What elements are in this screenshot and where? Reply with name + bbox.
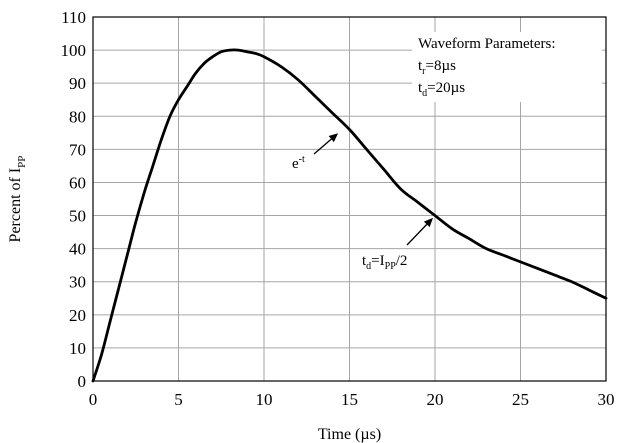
y-tick-label: 60 (69, 173, 86, 192)
y-tick-label: 30 (69, 273, 86, 292)
annotation-arrow-exp (313, 138, 332, 155)
y-axis-label: Percent of IPP (7, 156, 28, 243)
ann-t: t (362, 253, 367, 269)
y-tick-label: 80 (69, 107, 86, 126)
ann-exp-sup: -t (299, 154, 305, 165)
x-tick-label: 20 (427, 390, 444, 409)
legend-val-tr: =8µs (426, 58, 457, 74)
x-tick-label: 0 (89, 390, 98, 409)
plot-area-frame (92, 16, 607, 382)
waveform-parameters-box: Waveform Parameters: tr=8µs td=20µs (412, 32, 602, 102)
y-axis-label-main: Percent of I (7, 168, 24, 243)
x-tick-label: 5 (174, 390, 183, 409)
y-tick-label: 50 (69, 207, 86, 226)
y-tick-label: 0 (78, 372, 87, 391)
y-tick-label: 90 (69, 74, 86, 93)
legend-background (412, 32, 602, 102)
x-tick-label: 30 (598, 390, 615, 409)
legend-line-decay-time: td=20µs (418, 80, 465, 99)
y-tick-label: 110 (61, 8, 86, 27)
y-tick-label: 100 (61, 41, 87, 60)
y-tick-label: 10 (69, 339, 86, 358)
legend-title: Waveform Parameters: (418, 36, 555, 52)
x-tick-labels: 0 5 10 15 20 25 30 (89, 390, 615, 409)
ann-half: /2 (396, 253, 408, 269)
y-tick-label: 40 (69, 240, 86, 259)
arrowhead-icon (423, 217, 433, 228)
y-tick-labels: 0 10 20 30 40 50 60 70 80 90 100 110 (61, 8, 87, 391)
legend-line-rise-time: tr=8µs (418, 58, 456, 77)
annotation-exp-decay: e-t (292, 133, 339, 172)
x-axis-label: Time (µs) (318, 426, 381, 443)
ann-eq-i: =I (371, 253, 384, 269)
annotation-half-peak: td=IPP/2 (362, 217, 433, 272)
x-tick-label: 10 (256, 390, 273, 409)
y-axis-label-sub: PP (16, 156, 28, 168)
annotation-exp-label: e-t (292, 154, 305, 172)
series-line-waveform (91, 48, 608, 383)
x-tick-label: 15 (341, 390, 358, 409)
y-tick-label: 70 (69, 140, 86, 159)
legend-val-td: =20µs (427, 80, 465, 96)
legend-t2: t (418, 80, 423, 96)
annotation-half-peak-label: td=IPP/2 (362, 253, 407, 272)
ann-sub-d: d (366, 261, 371, 272)
legend-sub-d: d (422, 88, 427, 99)
arrowhead-icon (328, 133, 339, 143)
legend-sub-r: r (422, 66, 426, 77)
annotation-arrow-half-peak (406, 223, 428, 246)
ann-e: e (292, 156, 299, 172)
y-tick-label: 20 (69, 306, 86, 325)
ann-sub-pp: PP (385, 261, 397, 272)
legend-t: t (418, 58, 423, 74)
x-tick-label: 25 (512, 390, 529, 409)
